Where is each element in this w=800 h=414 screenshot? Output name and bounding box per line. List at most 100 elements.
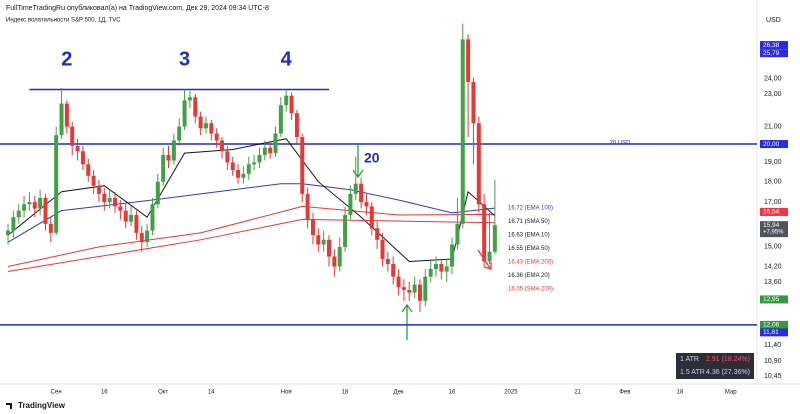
candle-body: [102, 193, 107, 203]
candle-body: [412, 284, 417, 293]
y-tick-label: 18,00: [764, 179, 782, 186]
candle-body: [134, 214, 139, 233]
currency: USD: [766, 17, 781, 24]
candle-body: [129, 214, 134, 222]
indicator-label: 16.36 (EMA 20): [508, 273, 550, 279]
candle-body: [177, 126, 182, 141]
candle-body: [300, 136, 305, 194]
candle-body: [273, 133, 278, 154]
candle-body: [225, 151, 230, 163]
candle-body: [396, 276, 401, 288]
price-label: 26,38: [763, 42, 780, 49]
indicator-label: 16.72 (EMA 100): [508, 206, 553, 212]
x-tick-label: Дек: [394, 390, 404, 396]
candle-body: [113, 197, 118, 207]
price-label-box: [760, 207, 788, 216]
atr-value: 2.91 (18.24%): [706, 356, 750, 363]
candle-body: [305, 193, 310, 220]
candle-body: [155, 181, 160, 205]
candle-body: [407, 289, 412, 293]
price-label-box: [760, 49, 788, 58]
candle-body: [182, 100, 187, 127]
x-tick-label: Мар: [725, 390, 737, 396]
price-label-box: [760, 295, 788, 304]
price-label: 12,95: [763, 296, 780, 303]
x-tick-label: 14: [208, 390, 215, 396]
y-tick-label: 10,45: [764, 373, 782, 380]
price-label: 20,00: [763, 141, 780, 148]
annotation: 3: [179, 48, 190, 70]
candle-body: [11, 217, 16, 231]
candle-body: [214, 133, 219, 141]
candle-body: [166, 154, 171, 161]
candle-body: [209, 123, 214, 134]
candle-body: [353, 183, 358, 194]
candle-body: [482, 204, 487, 262]
candle-body: [262, 147, 267, 155]
candle-body: [278, 105, 283, 134]
indicator-line: [7, 205, 495, 267]
candle-body: [434, 263, 439, 270]
level-label: 20 USD: [609, 141, 631, 147]
candle-body: [75, 145, 80, 152]
x-tick-label: Сен: [51, 390, 62, 396]
candle-body: [64, 103, 69, 127]
candle-body: [230, 162, 235, 170]
y-tick-label: 21,00: [764, 123, 782, 130]
candle-body: [43, 197, 48, 224]
candle-body: [252, 162, 257, 165]
annotation: 4: [281, 48, 293, 70]
y-tick-label: 11,40: [764, 342, 781, 349]
x-tick-label: Ноя: [281, 390, 292, 396]
indicator-label: 16.63 (EMA 10): [508, 233, 550, 239]
x-tick-label: Окт: [158, 390, 168, 396]
candle-body: [455, 223, 460, 245]
candle-body: [391, 263, 396, 277]
candle-body: [380, 239, 385, 260]
indicator-label: 16.05 (SMA 200): [508, 287, 553, 293]
candle-body: [118, 206, 123, 211]
candle-body: [332, 256, 337, 267]
candle-body: [337, 246, 342, 267]
candle-body: [80, 151, 85, 165]
candle-body: [343, 214, 348, 247]
candle-body: [401, 287, 406, 290]
candle-body: [193, 97, 198, 117]
price-label: 16,54: [763, 209, 780, 216]
price-label-box: [760, 320, 788, 329]
price-label: 11,81: [763, 329, 779, 336]
x-tick-label: 18: [342, 390, 349, 396]
candle-body: [316, 235, 321, 245]
atr-table: 1 ATR 2.91 (18.24%) 1.5 ATR 4.36 (27.36%…: [676, 353, 754, 379]
candle-body: [139, 232, 144, 243]
candle-body: [359, 183, 364, 203]
candle-body: [476, 123, 481, 205]
candle-body: [471, 81, 476, 124]
y-tick-label: 23,00: [764, 91, 782, 98]
candle-body: [59, 103, 64, 136]
x-tick-label: 18: [677, 390, 684, 396]
y-tick-label: 15,00: [764, 244, 782, 251]
y-tick-label: 17,00: [764, 199, 782, 206]
candle-body: [348, 193, 353, 215]
candle-body: [6, 230, 11, 236]
candle-body: [220, 140, 225, 152]
candle-body: [310, 219, 315, 236]
candle-body: [203, 123, 208, 129]
annotation: 20: [364, 149, 380, 165]
candle-body: [460, 39, 465, 224]
x-tick-label: 16: [449, 390, 456, 396]
candle-body: [96, 185, 101, 194]
indicator-label: 16.55 (EMA 50): [508, 246, 550, 252]
candle-body: [466, 39, 471, 82]
y-tick-label: 19,00: [764, 159, 782, 166]
candle-body: [91, 175, 96, 186]
candle-body: [428, 269, 433, 277]
candle-body: [423, 276, 428, 301]
atr-value: 4.36 (27.36%): [706, 369, 750, 376]
candle-body: [327, 239, 332, 257]
indicator-line: [7, 183, 495, 243]
x-tick-label: 21: [574, 390, 581, 396]
candle-body: [289, 95, 294, 114]
x-tick-label: 16: [101, 390, 108, 396]
